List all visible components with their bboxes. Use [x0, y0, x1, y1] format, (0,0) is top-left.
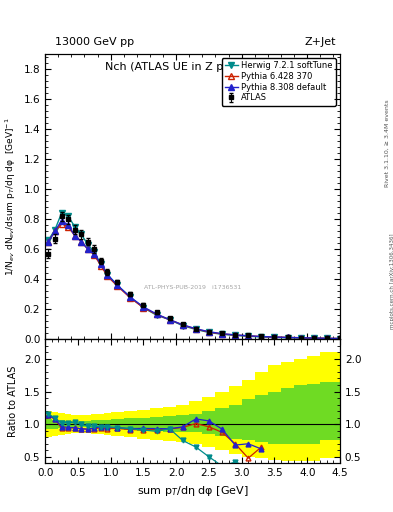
Pythia 6.428 370 [298, 335, 303, 341]
Herwig 7.2.1 softTune [193, 327, 198, 333]
Herwig 7.2.1 softTune [92, 249, 97, 255]
Pythia 8.308 default [115, 282, 119, 288]
Herwig 7.2.1 softTune [207, 329, 211, 335]
Herwig 7.2.1 softTune [59, 210, 64, 216]
Pythia 8.308 default [59, 218, 64, 224]
Pythia 8.308 default [233, 332, 237, 338]
Herwig 7.2.1 softTune [233, 332, 237, 338]
Pythia 6.428 370 [128, 295, 133, 301]
Pythia 8.308 default [46, 239, 51, 245]
Pythia 8.308 default [285, 334, 290, 340]
Pythia 8.308 default [99, 261, 103, 267]
Pythia 6.428 370 [207, 329, 211, 335]
Pythia 6.428 370 [325, 335, 329, 342]
Pythia 6.428 370 [233, 332, 237, 338]
Herwig 7.2.1 softTune [53, 226, 57, 232]
Herwig 7.2.1 softTune [46, 237, 51, 243]
Pythia 8.308 default [141, 304, 146, 310]
Herwig 7.2.1 softTune [72, 223, 77, 229]
Herwig 7.2.1 softTune [180, 323, 185, 329]
Text: mcplots.cern.ch [arXiv:1306.3436]: mcplots.cern.ch [arXiv:1306.3436] [390, 234, 393, 329]
Pythia 6.428 370 [72, 232, 77, 239]
Pythia 6.428 370 [59, 221, 64, 227]
Herwig 7.2.1 softTune [259, 334, 264, 340]
Pythia 8.308 default [220, 331, 224, 337]
Pythia 8.308 default [207, 329, 211, 335]
Pythia 6.428 370 [246, 333, 251, 339]
Pythia 6.428 370 [53, 228, 57, 234]
Pythia 6.428 370 [115, 283, 119, 289]
Herwig 7.2.1 softTune [246, 333, 251, 339]
Pythia 8.308 default [193, 326, 198, 332]
Y-axis label: Ratio to ATLAS: Ratio to ATLAS [8, 366, 18, 437]
Pythia 8.308 default [311, 335, 316, 341]
Herwig 7.2.1 softTune [66, 213, 70, 219]
Pythia 8.308 default [180, 322, 185, 328]
Herwig 7.2.1 softTune [285, 335, 290, 341]
Pythia 6.428 370 [99, 263, 103, 269]
Y-axis label: 1/N$_{ev}$ dN$_{ev}$/dsum p$_T$/dη dφ  [GeV]$^{-1}$: 1/N$_{ev}$ dN$_{ev}$/dsum p$_T$/dη dφ [G… [4, 117, 18, 276]
Pythia 8.308 default [79, 239, 84, 245]
Herwig 7.2.1 softTune [99, 261, 103, 267]
Pythia 8.308 default [128, 294, 133, 300]
Pythia 8.308 default [325, 335, 329, 342]
Pythia 6.428 370 [338, 335, 342, 342]
Herwig 7.2.1 softTune [128, 294, 133, 300]
Herwig 7.2.1 softTune [298, 335, 303, 341]
Pythia 8.308 default [338, 335, 342, 342]
Pythia 8.308 default [246, 333, 251, 339]
Pythia 6.428 370 [272, 334, 277, 340]
Pythia 6.428 370 [311, 335, 316, 341]
Herwig 7.2.1 softTune [79, 231, 84, 237]
X-axis label: sum p$_T$/dη dφ [GeV]: sum p$_T$/dη dφ [GeV] [137, 484, 248, 498]
Pythia 6.428 370 [92, 252, 97, 258]
Text: 13000 GeV pp: 13000 GeV pp [55, 36, 134, 47]
Herwig 7.2.1 softTune [105, 271, 110, 278]
Text: ATL-PHYS-PUB-2019   i1736531: ATL-PHYS-PUB-2019 i1736531 [144, 285, 241, 290]
Pythia 6.428 370 [259, 333, 264, 339]
Pythia 6.428 370 [85, 246, 90, 252]
Pythia 6.428 370 [154, 311, 159, 317]
Pythia 8.308 default [272, 334, 277, 340]
Pythia 6.428 370 [167, 316, 172, 323]
Pythia 8.308 default [66, 222, 70, 228]
Pythia 8.308 default [53, 228, 57, 234]
Pythia 6.428 370 [180, 322, 185, 328]
Pythia 6.428 370 [105, 273, 110, 279]
Pythia 6.428 370 [193, 326, 198, 332]
Text: Nch (ATLAS UE in Z production): Nch (ATLAS UE in Z production) [105, 62, 280, 72]
Pythia 6.428 370 [220, 331, 224, 337]
Line: Pythia 6.428 370: Pythia 6.428 370 [46, 221, 343, 342]
Text: Rivet 3.1.10, ≥ 3.4M events: Rivet 3.1.10, ≥ 3.4M events [385, 99, 389, 187]
Pythia 8.308 default [259, 333, 264, 339]
Pythia 6.428 370 [79, 239, 84, 245]
Line: Pythia 8.308 default: Pythia 8.308 default [46, 218, 343, 342]
Pythia 6.428 370 [141, 305, 146, 311]
Herwig 7.2.1 softTune [167, 316, 172, 323]
Herwig 7.2.1 softTune [141, 305, 146, 311]
Pythia 6.428 370 [46, 239, 51, 245]
Herwig 7.2.1 softTune [85, 242, 90, 248]
Pythia 8.308 default [154, 311, 159, 317]
Herwig 7.2.1 softTune [338, 335, 342, 342]
Herwig 7.2.1 softTune [311, 335, 316, 342]
Pythia 6.428 370 [66, 223, 70, 229]
Pythia 8.308 default [298, 335, 303, 341]
Legend: Herwig 7.2.1 softTune, Pythia 6.428 370, Pythia 8.308 default, ATLAS: Herwig 7.2.1 softTune, Pythia 6.428 370,… [222, 58, 336, 105]
Herwig 7.2.1 softTune [220, 331, 224, 337]
Herwig 7.2.1 softTune [115, 282, 119, 288]
Pythia 8.308 default [72, 232, 77, 239]
Text: Z+Jet: Z+Jet [305, 36, 336, 47]
Herwig 7.2.1 softTune [325, 335, 329, 342]
Herwig 7.2.1 softTune [272, 334, 277, 340]
Pythia 8.308 default [167, 316, 172, 323]
Pythia 6.428 370 [285, 334, 290, 340]
Pythia 8.308 default [105, 271, 110, 278]
Line: Herwig 7.2.1 softTune: Herwig 7.2.1 softTune [46, 210, 343, 342]
Herwig 7.2.1 softTune [154, 312, 159, 318]
Pythia 8.308 default [92, 251, 97, 258]
Pythia 8.308 default [85, 246, 90, 252]
